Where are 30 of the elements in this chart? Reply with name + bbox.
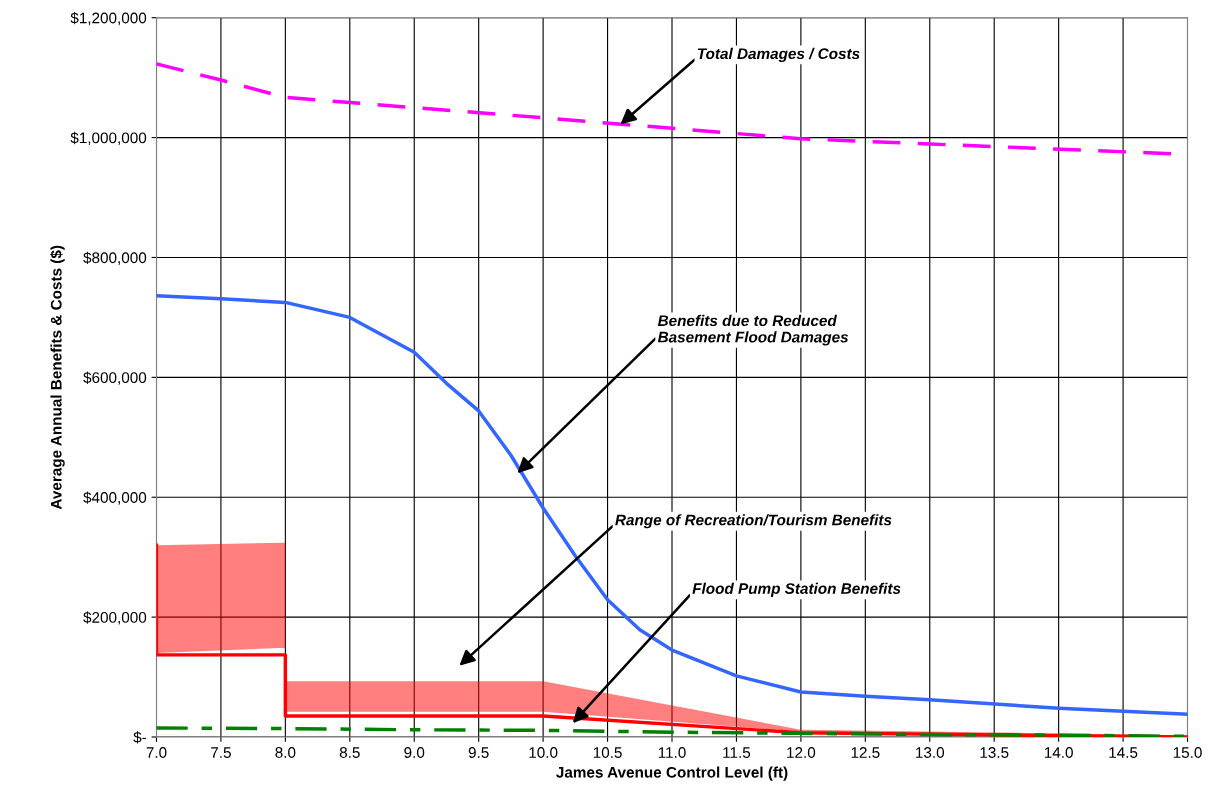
x-tick-label: 10.5: [593, 747, 622, 758]
x-tick-label: 12.5: [851, 747, 880, 758]
y-tick-label: $800,000: [83, 251, 147, 265]
annotation: Range of Recreation/Tourism Benefits: [615, 514, 892, 529]
x-tick-label: 14.5: [1109, 747, 1138, 758]
y-tick-label: $600,000: [83, 371, 147, 385]
x-tick-label: 8.0: [275, 747, 296, 758]
x-tick-label: 7.5: [211, 747, 231, 758]
x-tick-label: 15.0: [1173, 747, 1202, 758]
y-tick-label: $400,000: [83, 491, 147, 505]
x-tick-label: 9.5: [468, 747, 489, 758]
y-tick-label: $1,200,000: [70, 11, 147, 26]
x-tick-label: 7.0: [146, 747, 167, 758]
x-tick-label: 13.0: [916, 747, 945, 758]
x-tick-label: 11.5: [723, 747, 751, 758]
x-tick-label: 12.0: [787, 747, 816, 758]
x-tick-label: 14.0: [1044, 747, 1073, 758]
y-tick-label: $1,000,000: [70, 131, 147, 146]
x-tick-label: 11.0: [658, 747, 686, 758]
annotation: Flood Pump Station Benefits: [692, 582, 901, 597]
x-tick-label: 13.5: [980, 747, 1009, 758]
x-tick-label: 10.0: [529, 747, 558, 758]
x-tick-label: 9.0: [404, 747, 425, 758]
annotation: Benefits due to Reduced Basement Flood Damages: [657, 314, 849, 346]
annotation: Total Damages / Costs: [697, 47, 860, 63]
x-tick-label: 8.5: [339, 747, 360, 758]
x-axis-title: James Avenue Control Level (ft): [556, 766, 788, 781]
y-tick-label: $-: [133, 731, 147, 744]
y-axis-title: Average Annual Benefits & Costs ($): [50, 245, 65, 510]
y-tick-label: $200,000: [83, 611, 147, 625]
